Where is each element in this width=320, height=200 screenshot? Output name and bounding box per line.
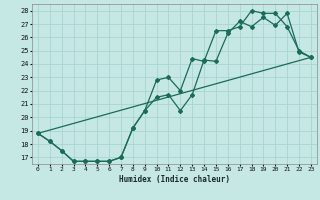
X-axis label: Humidex (Indice chaleur): Humidex (Indice chaleur) [119,175,230,184]
